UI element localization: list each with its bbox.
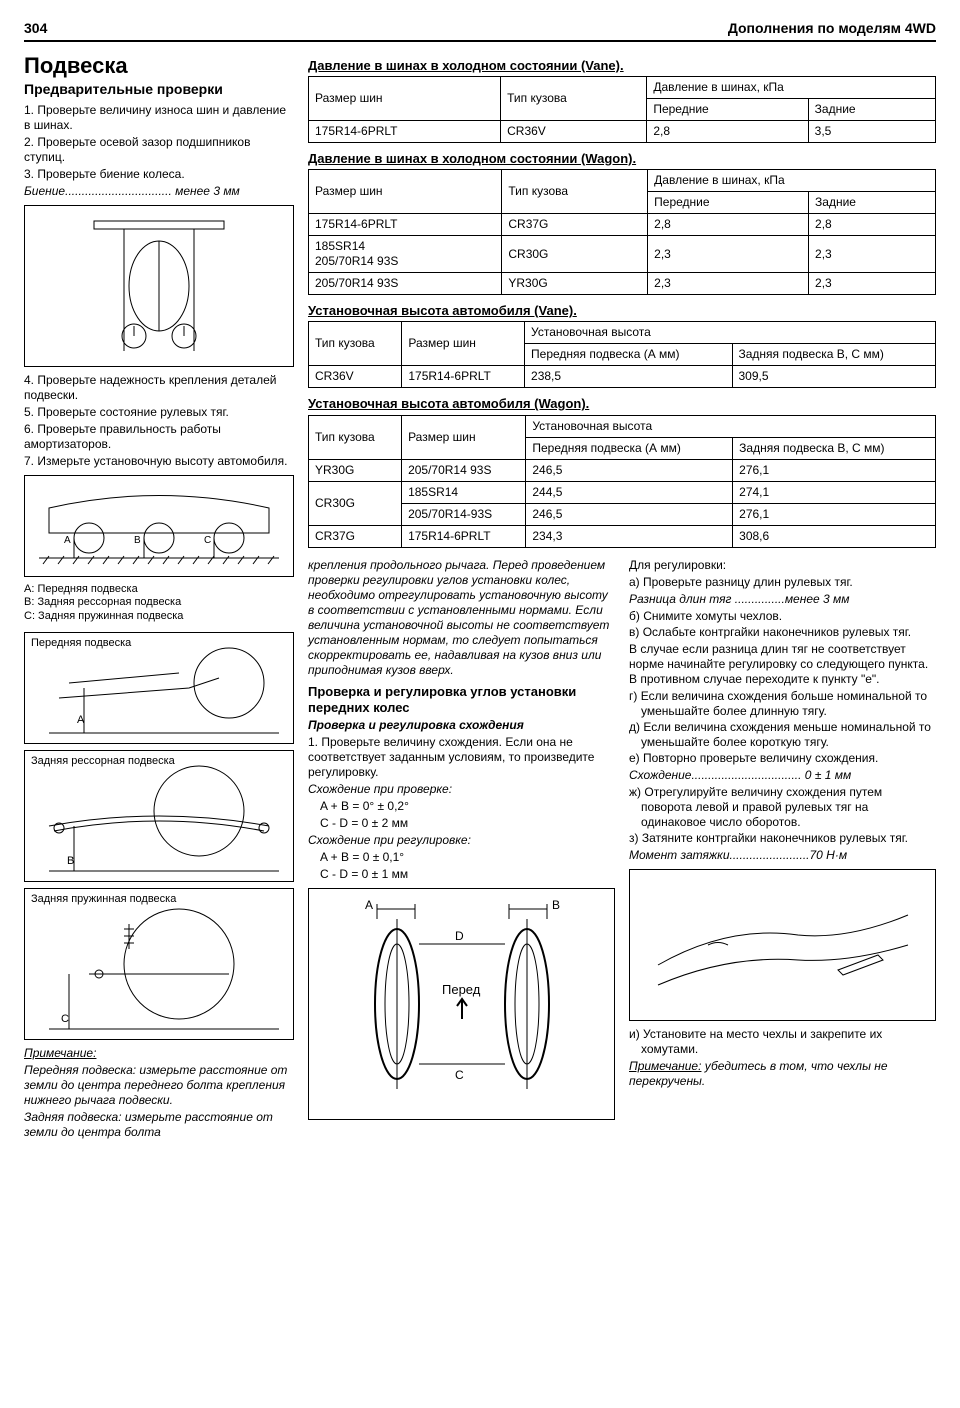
formula: A + B = 0° ± 0,2° [308, 799, 615, 814]
table-pressure-vane: Размер шин Тип кузова Давление в шинах, … [308, 76, 936, 143]
text: В случае если разница длин тяг не соотве… [629, 642, 936, 687]
text: з) Затяните контргайки наконечников руле… [629, 831, 936, 846]
middle-text-column: крепления продольного рычага. Перед пров… [308, 556, 615, 1127]
diagram-vehicle-heights: A B C [24, 475, 294, 577]
subsection-heading: Проверка и регулировка углов установки п… [308, 684, 615, 717]
text: д) Если величина схождения меньше номина… [629, 720, 936, 750]
note-header: Примечание: [629, 1059, 701, 1073]
spec-line: Разница длин тяг ...............менее 3 … [629, 592, 936, 607]
text: 2. Проверьте осевой зазор подшипников ст… [24, 135, 294, 165]
svg-text:B: B [552, 898, 560, 912]
text: а) Проверьте разницу длин рулевых тяг. [629, 575, 936, 590]
svg-text:C: C [455, 1068, 464, 1082]
diagram-rear-spring: Задняя пружинная подвеска C [24, 888, 294, 1040]
svg-text:A: A [365, 898, 373, 912]
table-title: Давление в шинах в холодном состоянии (W… [308, 151, 936, 167]
formula: A + B = 0 ± 0,1° [308, 850, 615, 865]
note-text: Задняя подвеска: измерьте расстояние от … [24, 1110, 294, 1140]
spec-line: Момент затяжки........................70… [629, 848, 936, 863]
formula: C - D = 0 ± 1 мм [308, 867, 615, 882]
legend-b: B: Задняя рессорная подвеска [24, 596, 294, 610]
section-heading: Подвеска [24, 52, 294, 80]
text: 5. Проверьте состояние рулевых тяг. [24, 405, 294, 420]
right-text-column: Для регулировки: а) Проверьте разницу дл… [629, 556, 936, 1127]
text: е) Повторно проверьте величину схождения… [629, 751, 936, 766]
text: и) Установите на место чехлы и закрепите… [629, 1027, 936, 1057]
page-number: 304 [24, 20, 47, 38]
svg-text:A: A [64, 535, 71, 546]
table-title: Установочная высота автомобиля (Wagon). [308, 396, 936, 412]
page-title: Дополнения по моделям 4WD [728, 20, 936, 38]
spec-line: Схождение...............................… [629, 768, 936, 783]
svg-text:Перед: Перед [442, 982, 481, 997]
svg-text:C: C [61, 1013, 69, 1025]
text: 1. Проверьте величину схождения. Если он… [308, 735, 615, 780]
text: ж) Отрегулируйте величину схождения путе… [629, 785, 936, 830]
text: 7. Измерьте установочную высоту автомоби… [24, 454, 294, 469]
note-text: Передняя подвеска: измерьте расстояние о… [24, 1063, 294, 1108]
svg-text:D: D [455, 929, 464, 943]
diagram-tie-rod [629, 869, 936, 1021]
svg-text:A: A [77, 714, 85, 726]
table-title: Установочная высота автомобиля (Vane). [308, 303, 936, 319]
formula: C - D = 0 ± 2 мм [308, 816, 615, 831]
sub-heading: Проверка и регулировка схождения [308, 718, 615, 733]
table-height-vane: Тип кузова Размер шин Установочная высот… [308, 321, 936, 388]
diagram-front-susp: Передняя подвеска A [24, 632, 294, 744]
text: в) Ослабьте контргайки наконечников руле… [629, 625, 936, 640]
svg-text:C: C [204, 535, 211, 546]
spec-line: Схождение при регулировке: [308, 833, 615, 848]
table-height-wagon: Тип кузова Размер шин Установочная высот… [308, 415, 936, 548]
diagram-toe: A B D C Перед [308, 888, 615, 1120]
text: б) Снимите хомуты чехлов. [629, 609, 936, 624]
svg-text:B: B [134, 535, 141, 546]
table-pressure-wagon: Размер шин Тип кузова Давление в шинах, … [308, 169, 936, 295]
spec-line: Биение................................ м… [24, 184, 294, 199]
right-column: Давление в шинах в холодном состоянии (V… [308, 52, 936, 1142]
text: 1. Проверьте величину износа шин и давле… [24, 103, 294, 133]
legend-a: A: Передняя подвеска [24, 583, 294, 597]
subsection-heading: Предварительные проверки [24, 81, 294, 99]
text: Для регулировки: [629, 558, 936, 573]
diagram-wheel-runout [24, 205, 294, 367]
text: 4. Проверьте надежность крепления детале… [24, 373, 294, 403]
legend-c: C: Задняя пружинная подвеска [24, 610, 294, 624]
text: крепления продольного рычага. Перед пров… [308, 558, 615, 678]
left-column: Подвеска Предварительные проверки 1. Про… [24, 52, 294, 1142]
note-header: Примечание: [24, 1046, 96, 1060]
svg-text:B: B [67, 855, 74, 867]
spec-line: Схождение при проверке: [308, 782, 615, 797]
text: 3. Проверьте биение колеса. [24, 167, 294, 182]
diagram-rear-leaf: Задняя рессорная подвеска B [24, 750, 294, 882]
text: г) Если величина схождения больше номина… [629, 689, 936, 719]
text: 6. Проверьте правильность работы амортиз… [24, 422, 294, 452]
table-title: Давление в шинах в холодном состоянии (V… [308, 58, 936, 74]
